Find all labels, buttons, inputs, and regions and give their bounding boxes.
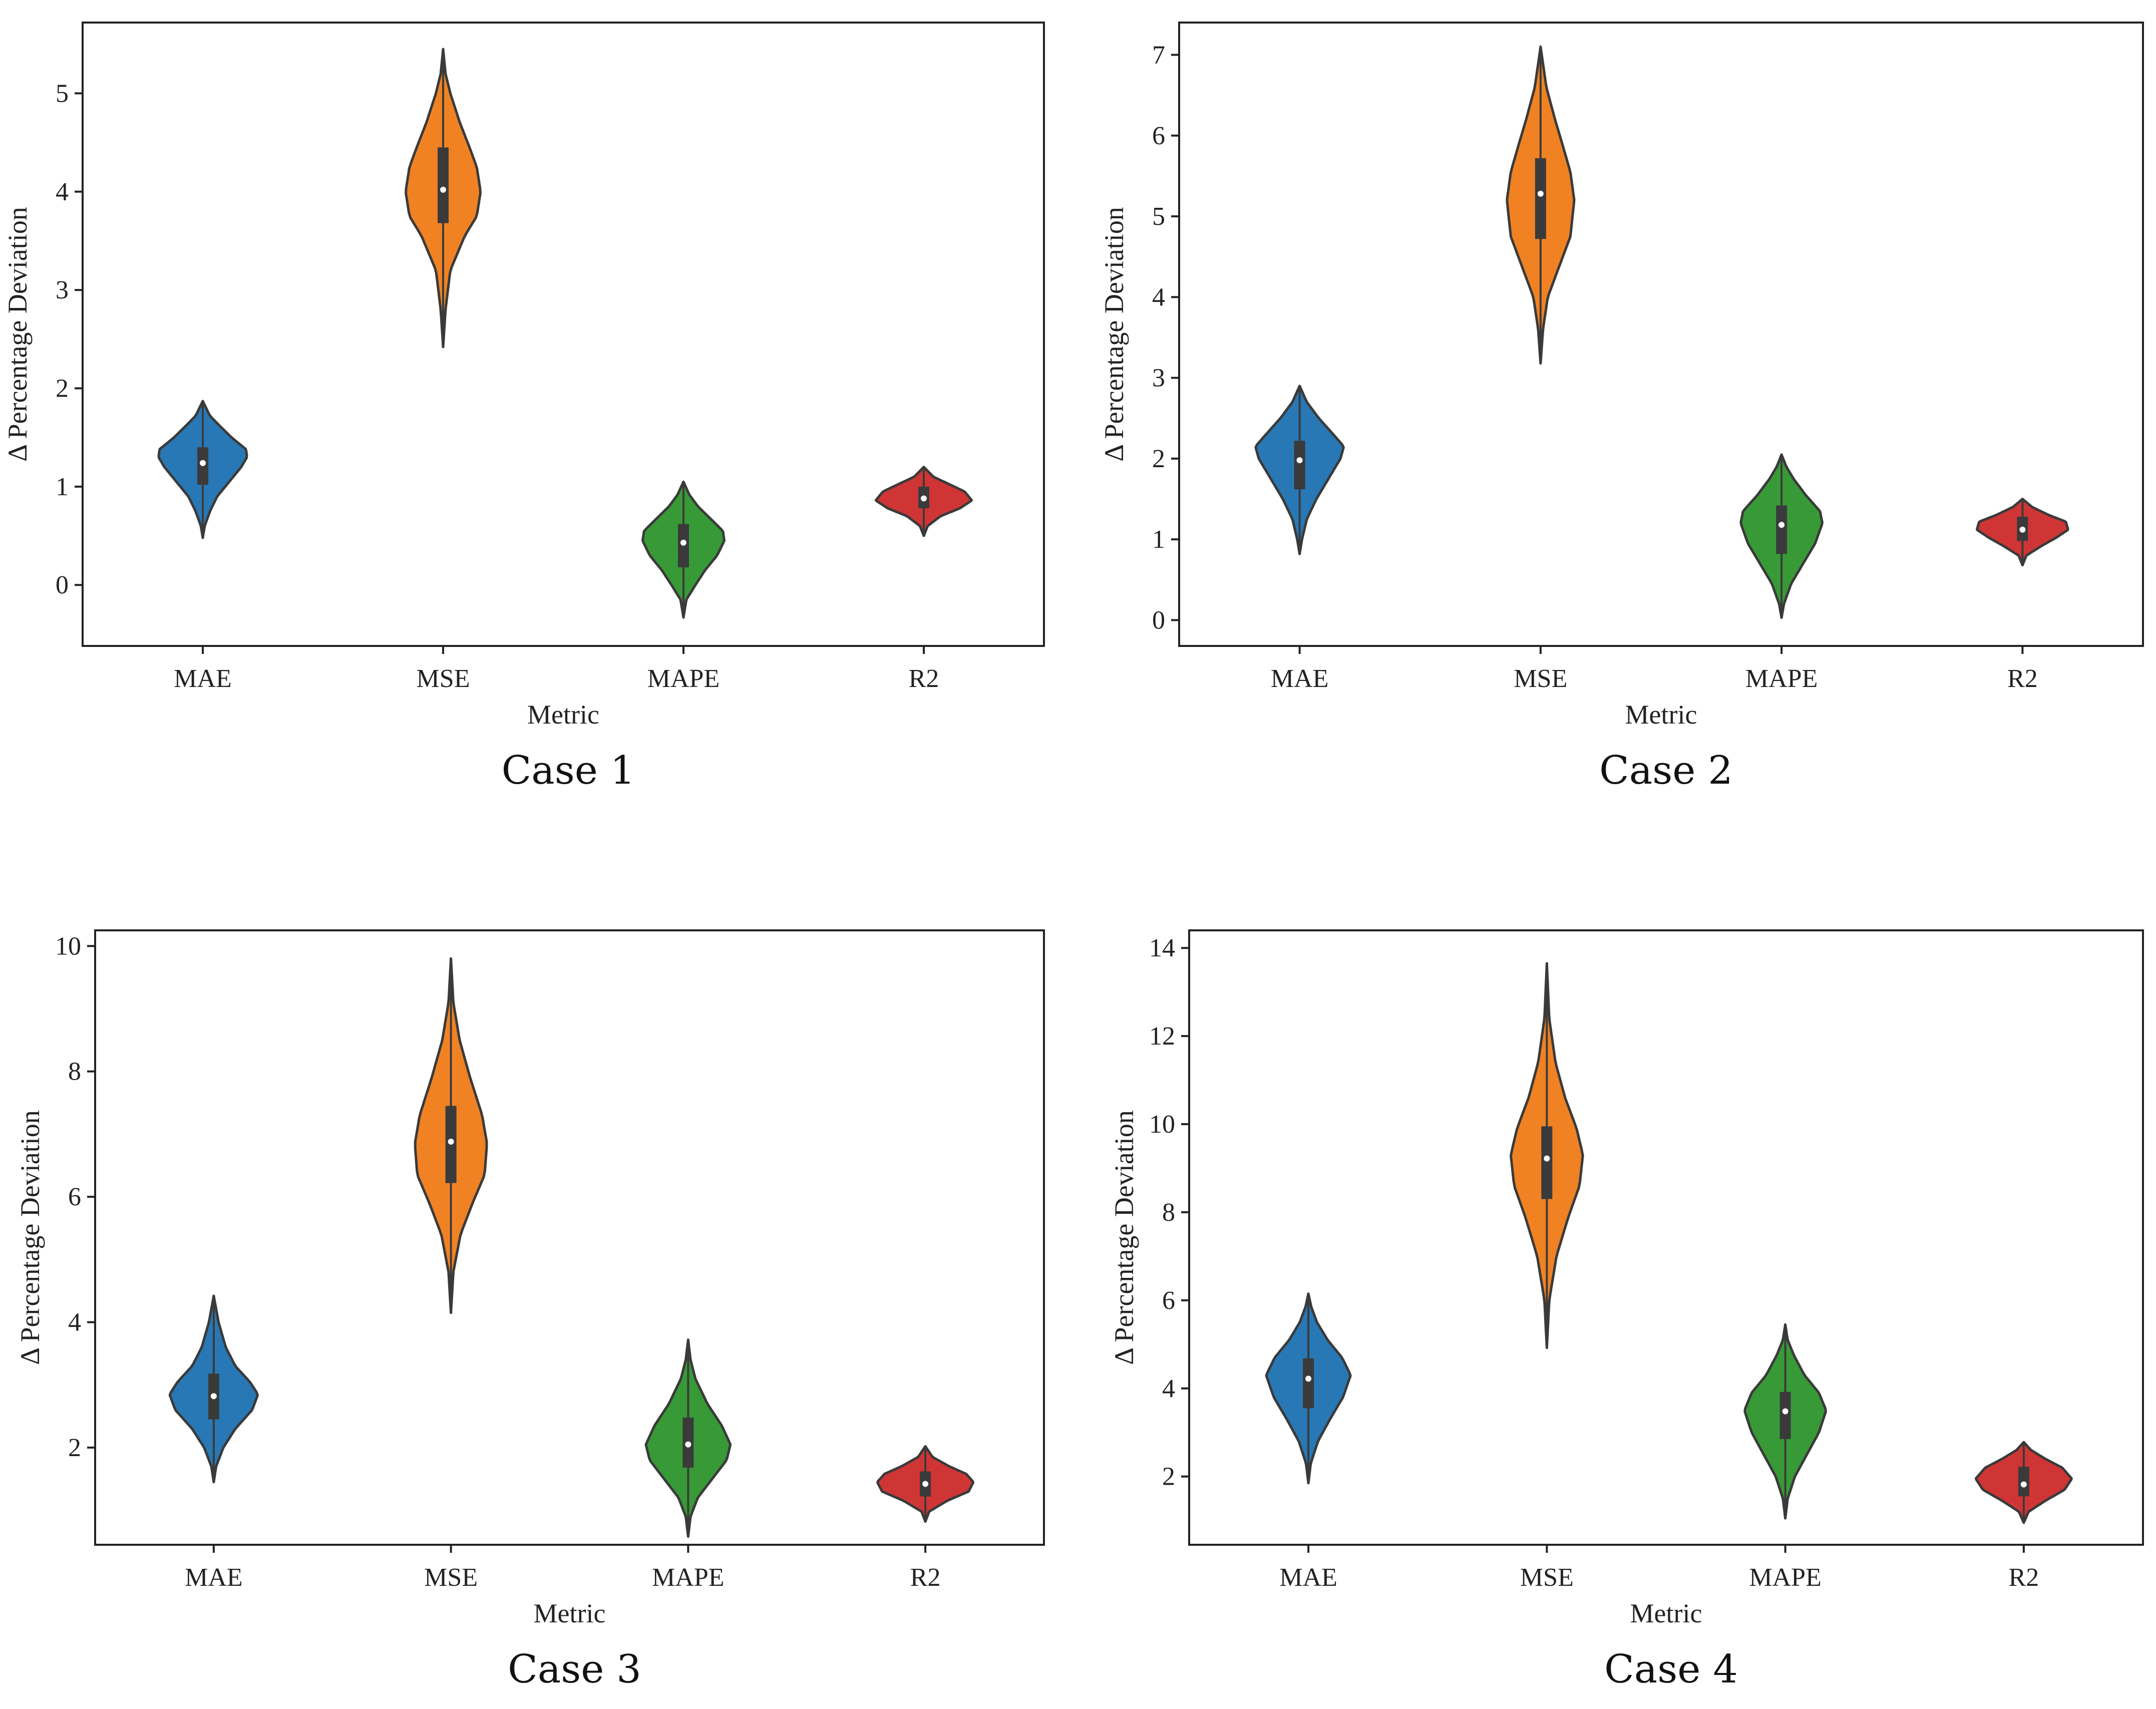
violin-iqr-box-mse [1541, 1126, 1553, 1199]
x-tick-label-mape: MAPE [1745, 664, 1818, 693]
y-tick-label: 2 [68, 1434, 81, 1462]
violin-median-dot-mape [1782, 1408, 1788, 1415]
violin-median-dot-mape [680, 539, 686, 546]
y-tick-label: 4 [68, 1308, 81, 1337]
y-tick-label: 0 [1152, 606, 1165, 634]
x-tick-label-mape: MAPE [652, 1563, 724, 1592]
y-tick-label: 2 [1152, 445, 1165, 473]
y-tick-label: 8 [68, 1058, 81, 1086]
violin-median-dot-mae [1305, 1376, 1312, 1382]
plot-frame [82, 22, 1045, 647]
y-tick-label: 4 [1162, 1375, 1175, 1403]
y-tick-label: 4 [1152, 283, 1165, 311]
case-caption: Case 1 [502, 748, 635, 793]
x-tick-label-mse: MSE [424, 1563, 478, 1592]
plot-frame [94, 929, 1045, 1546]
violin-median-dot-mape [1778, 522, 1785, 528]
violin-median-dot-mae [210, 1393, 217, 1400]
x-tick-label-r2: R2 [2007, 664, 2038, 693]
violin-median-dot-mse [440, 186, 446, 193]
y-tick-label: 2 [56, 375, 69, 403]
chart-panel-case-2: 0 1 2 3 4 5 6 7 MAE MSE MAPE R2 Metric Δ Percentage D… [1099, 22, 2144, 793]
y-tick-label: 6 [68, 1183, 81, 1211]
y-axis-label: Δ Percentage Deviation [3, 207, 33, 462]
y-tick-label: 14 [1149, 934, 1175, 962]
violin-median-dot-mse [1544, 1155, 1550, 1162]
x-tick-label-mae: MAE [185, 1563, 243, 1592]
y-axis-label: Δ Percentage Deviation [1099, 207, 1129, 462]
case-caption: Case 4 [1604, 1647, 1738, 1692]
y-tick-label: 6 [1152, 122, 1165, 150]
violin-iqr-box-mae [1294, 441, 1305, 490]
chart-panel-case-4: 2 4 6 8 10 12 14 MAE MSE MAPE R2 Metric Δ Percentage… [1109, 929, 2144, 1692]
x-tick-label-mae: MAE [174, 664, 232, 693]
y-tick-label: 2 [1162, 1463, 1175, 1491]
x-tick-label-mse: MSE [1520, 1563, 1574, 1592]
y-axis-label: Δ Percentage Deviation [15, 1110, 45, 1365]
violin-median-dot-mse [448, 1138, 454, 1145]
x-tick-label-mae: MAE [1271, 664, 1329, 693]
x-axis-label: Metric [1630, 1598, 1702, 1628]
y-tick-label: 3 [56, 276, 69, 304]
y-tick-label: 4 [56, 178, 69, 206]
violin-median-dot-mae [200, 460, 206, 466]
x-tick-label-mape: MAPE [1749, 1563, 1821, 1592]
x-axis-label: Metric [527, 700, 599, 730]
y-tick-label: 3 [1152, 364, 1165, 393]
y-tick-label: 5 [56, 79, 69, 108]
violin-median-dot-mae [1296, 457, 1303, 464]
x-tick-label-mae: MAE [1279, 1563, 1337, 1592]
x-tick-label-mse: MSE [417, 664, 470, 693]
violin-median-dot-mse [1537, 190, 1544, 197]
chart-panel-case-1: 0 1 2 3 4 5 MAE MSE MAPE R2 Metric Δ Percentage Dev… [3, 22, 1045, 793]
y-tick-label: 8 [1162, 1198, 1175, 1227]
x-tick-label-r2: R2 [910, 1563, 941, 1592]
x-tick-label-mape: MAPE [647, 664, 720, 693]
x-axis-label: Metric [534, 1598, 606, 1628]
y-tick-label: 12 [1149, 1022, 1175, 1051]
violin-median-dot-r2 [921, 495, 927, 502]
y-tick-label: 0 [56, 571, 69, 599]
violin-iqr-box-mse [438, 147, 449, 223]
plot-frame [1188, 929, 2144, 1546]
x-tick-label-r2: R2 [909, 664, 939, 693]
violin-median-dot-r2 [2020, 1481, 2027, 1488]
y-tick-label: 10 [55, 932, 81, 960]
y-tick-label: 5 [1152, 202, 1165, 231]
x-tick-label-r2: R2 [2009, 1563, 2039, 1592]
violin-iqr-box-mape [1776, 505, 1787, 554]
y-axis-label: Δ Percentage Deviation [1109, 1110, 1139, 1365]
plot-frame [1178, 22, 2144, 647]
case-caption: Case 3 [508, 1647, 641, 1692]
x-tick-label-mse: MSE [1514, 664, 1567, 693]
y-tick-label: 1 [1152, 525, 1165, 554]
violin-iqr-box-mae [1303, 1358, 1314, 1409]
chart-panel-case-3: 2 4 6 8 10 MAE MSE MAPE R2 Metric Δ Percentage Dev… [15, 929, 1045, 1692]
y-tick-label: 1 [56, 473, 69, 501]
violin-median-dot-mape [685, 1441, 691, 1448]
y-tick-label: 7 [1152, 41, 1165, 70]
violin-median-dot-r2 [922, 1481, 929, 1487]
y-tick-label: 6 [1162, 1286, 1175, 1315]
x-axis-label: Metric [1625, 700, 1697, 730]
case-caption: Case 2 [1599, 748, 1733, 793]
y-tick-label: 10 [1149, 1110, 1175, 1139]
violin-iqr-box-mse [1535, 158, 1546, 239]
violin-median-dot-r2 [2019, 526, 2026, 533]
violin-iqr-box-mape [1779, 1392, 1791, 1439]
